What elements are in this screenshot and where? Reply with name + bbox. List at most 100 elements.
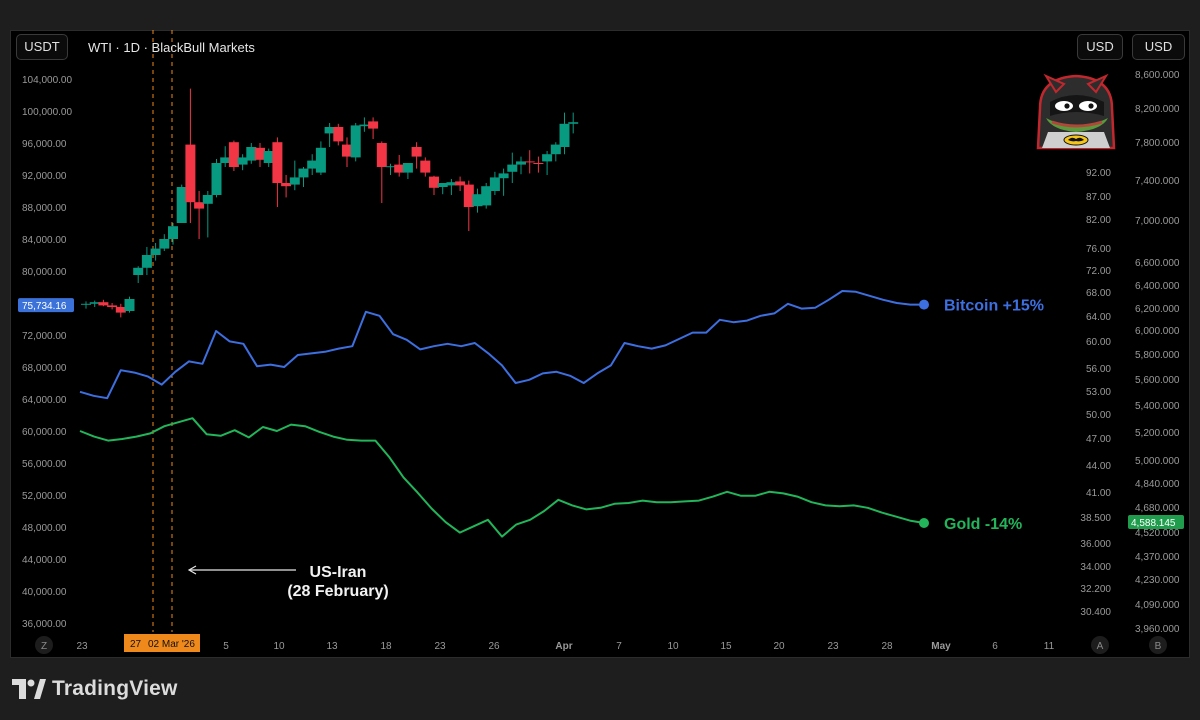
candle-body <box>211 163 222 195</box>
right-axis-tick: 7,800.000 <box>1135 138 1180 149</box>
candle-body <box>394 164 405 173</box>
gold-endpoint <box>919 518 929 528</box>
candle-body <box>429 176 439 188</box>
middle-axis-tick: 92.00 <box>1086 168 1111 179</box>
candle-body <box>202 195 213 204</box>
left-currency-button[interactable]: USDT <box>16 34 68 60</box>
candle-body <box>159 239 170 249</box>
middle-axis-tick: 60.00 <box>1086 337 1111 348</box>
date-marker-label-1: 27 <box>130 639 142 650</box>
right-axis-tick: 4,090.000 <box>1135 600 1180 611</box>
candle-body <box>141 255 152 268</box>
x-axis-tick: May <box>931 641 951 652</box>
right-axis-tick: 5,000.000 <box>1135 456 1180 467</box>
right-axis-tick: 6,200.000 <box>1135 304 1180 315</box>
middle-axis-tick: 41.00 <box>1086 488 1111 499</box>
x-axis-tick: 6 <box>992 641 998 652</box>
left-axis-tick: 92,000.00 <box>22 171 67 182</box>
left-axis-tick: 60,000.00 <box>22 427 67 438</box>
candle-body <box>568 122 579 124</box>
corner-button-label: Z <box>41 641 47 652</box>
candle-body <box>489 177 500 191</box>
candle-body <box>376 143 387 167</box>
left-axis-tick: 44,000.00 <box>22 555 67 566</box>
right-axis-tick: 6,000.000 <box>1135 326 1180 337</box>
right-price-tag <box>1128 515 1184 529</box>
candle-body <box>455 181 466 186</box>
middle-axis-tick: 56.00 <box>1086 364 1111 375</box>
candle-body <box>272 142 283 183</box>
candle-body <box>498 173 509 179</box>
corner-button-a[interactable] <box>1091 636 1109 654</box>
left-price-tag-label: 75,734.16 <box>22 301 67 312</box>
x-axis-tick: 23 <box>434 641 446 652</box>
middle-axis-tick: 72.00 <box>1086 266 1111 277</box>
candle-body <box>437 183 448 187</box>
candle-body <box>281 183 292 187</box>
corner-button-z[interactable] <box>35 636 53 654</box>
left-axis-tick: 84,000.00 <box>22 235 67 246</box>
x-axis-tick: 20 <box>773 641 785 652</box>
middle-axis-tick: 68.00 <box>1086 288 1111 299</box>
candle-body <box>524 161 535 163</box>
candle-body <box>307 160 318 169</box>
candle-body <box>237 157 248 165</box>
left-axis-tick: 88,000.00 <box>22 203 67 214</box>
candle-body <box>150 248 161 255</box>
right-axis-tick: 6,600.000 <box>1135 258 1180 269</box>
middle-axis-tick: 34.000 <box>1080 562 1111 573</box>
right-axis-tick: 7,400.000 <box>1135 176 1180 187</box>
right-axis-tick: 4,840.000 <box>1135 479 1180 490</box>
candle-body <box>185 144 196 203</box>
x-axis-tick: 23 <box>76 641 88 652</box>
right-price-tag-label: 4,588.145 <box>1131 518 1176 529</box>
candle-body <box>115 307 126 313</box>
candle-body <box>533 163 544 164</box>
chart-title: WTI · 1D · BlackBull Markets <box>88 40 255 55</box>
candle-body <box>411 147 422 157</box>
event-label-line1: US-Iran <box>310 564 367 581</box>
left-axis-tick: 36,000.00 <box>22 619 67 630</box>
batman-frog-avatar <box>1030 62 1122 154</box>
middle-axis-tick: 38.500 <box>1080 513 1111 524</box>
candle-body <box>559 123 570 147</box>
candle-body <box>463 184 474 207</box>
x-axis-tick: 11 <box>1044 641 1055 652</box>
left-axis-tick: 100,000.00 <box>22 107 72 118</box>
candle-body <box>124 299 135 311</box>
middle-axis-tick: 82.00 <box>1086 215 1111 226</box>
left-axis-tick: 40,000.00 <box>22 587 67 598</box>
right-axis-tick: 8,200.000 <box>1135 104 1180 115</box>
left-axis-tick: 72,000.00 <box>22 331 67 342</box>
right-axis-tick: 8,600.000 <box>1135 70 1180 81</box>
left-axis-tick: 64,000.00 <box>22 395 67 406</box>
right-axis-tick: 4,520.000 <box>1135 528 1180 539</box>
event-arrow-head <box>187 565 197 575</box>
candle-body <box>315 147 326 173</box>
footer-brand: TradingView <box>52 677 178 700</box>
corner-button-b[interactable] <box>1149 636 1167 654</box>
tradingview-footer[interactable]: TradingView <box>12 676 178 702</box>
middle-axis-tick: 64.00 <box>1086 312 1111 323</box>
x-axis-tick: 18 <box>380 641 392 652</box>
right-currency-button[interactable]: USD <box>1132 34 1185 60</box>
candle-body <box>402 163 413 173</box>
corner-button-label: A <box>1097 641 1104 652</box>
candle-body <box>507 164 518 172</box>
x-axis-tick: 23 <box>827 641 839 652</box>
candle-body <box>368 121 379 129</box>
middle-currency-button[interactable]: USD <box>1077 34 1123 60</box>
middle-axis-tick: 50.00 <box>1086 410 1111 421</box>
candle-body <box>542 154 553 162</box>
bitcoin-endpoint <box>919 299 929 310</box>
right-axis-tick: 3,960.000 <box>1135 624 1180 635</box>
candle-body <box>289 177 300 185</box>
candle-body <box>350 125 361 158</box>
x-axis-tick: 10 <box>667 641 679 652</box>
middle-axis-tick: 30.400 <box>1080 607 1111 618</box>
candle-body <box>550 144 561 155</box>
gold-line <box>79 417 925 538</box>
candle-body <box>176 187 187 223</box>
bitcoin-line <box>79 290 924 400</box>
